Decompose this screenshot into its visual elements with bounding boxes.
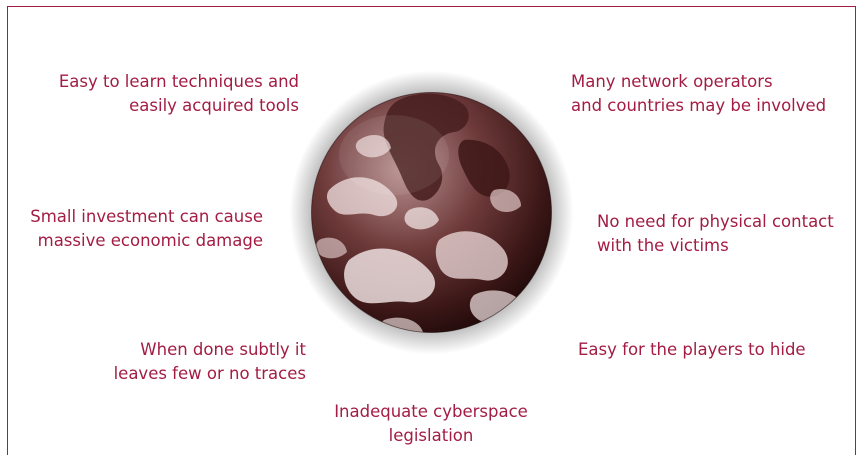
- earth-globe-icon: [289, 70, 574, 355]
- slide-frame: [7, 6, 856, 455]
- label-easy-to-hide: Easy for the players to hide: [578, 340, 806, 359]
- label-inadequate-legislation: Inadequate cyberspace legislation: [334, 402, 528, 445]
- label-few-or-no-traces: When done subtly it leaves few or no tra…: [113, 340, 306, 383]
- label-small-investment: Small investment can cause massive econo…: [30, 207, 263, 250]
- label-easy-to-learn: Easy to learn techniques and easily acqu…: [58, 72, 299, 115]
- label-many-network-operators: Many network operators and countries may…: [571, 72, 827, 115]
- label-no-physical-contact: No need for physical contact with the vi…: [597, 212, 834, 255]
